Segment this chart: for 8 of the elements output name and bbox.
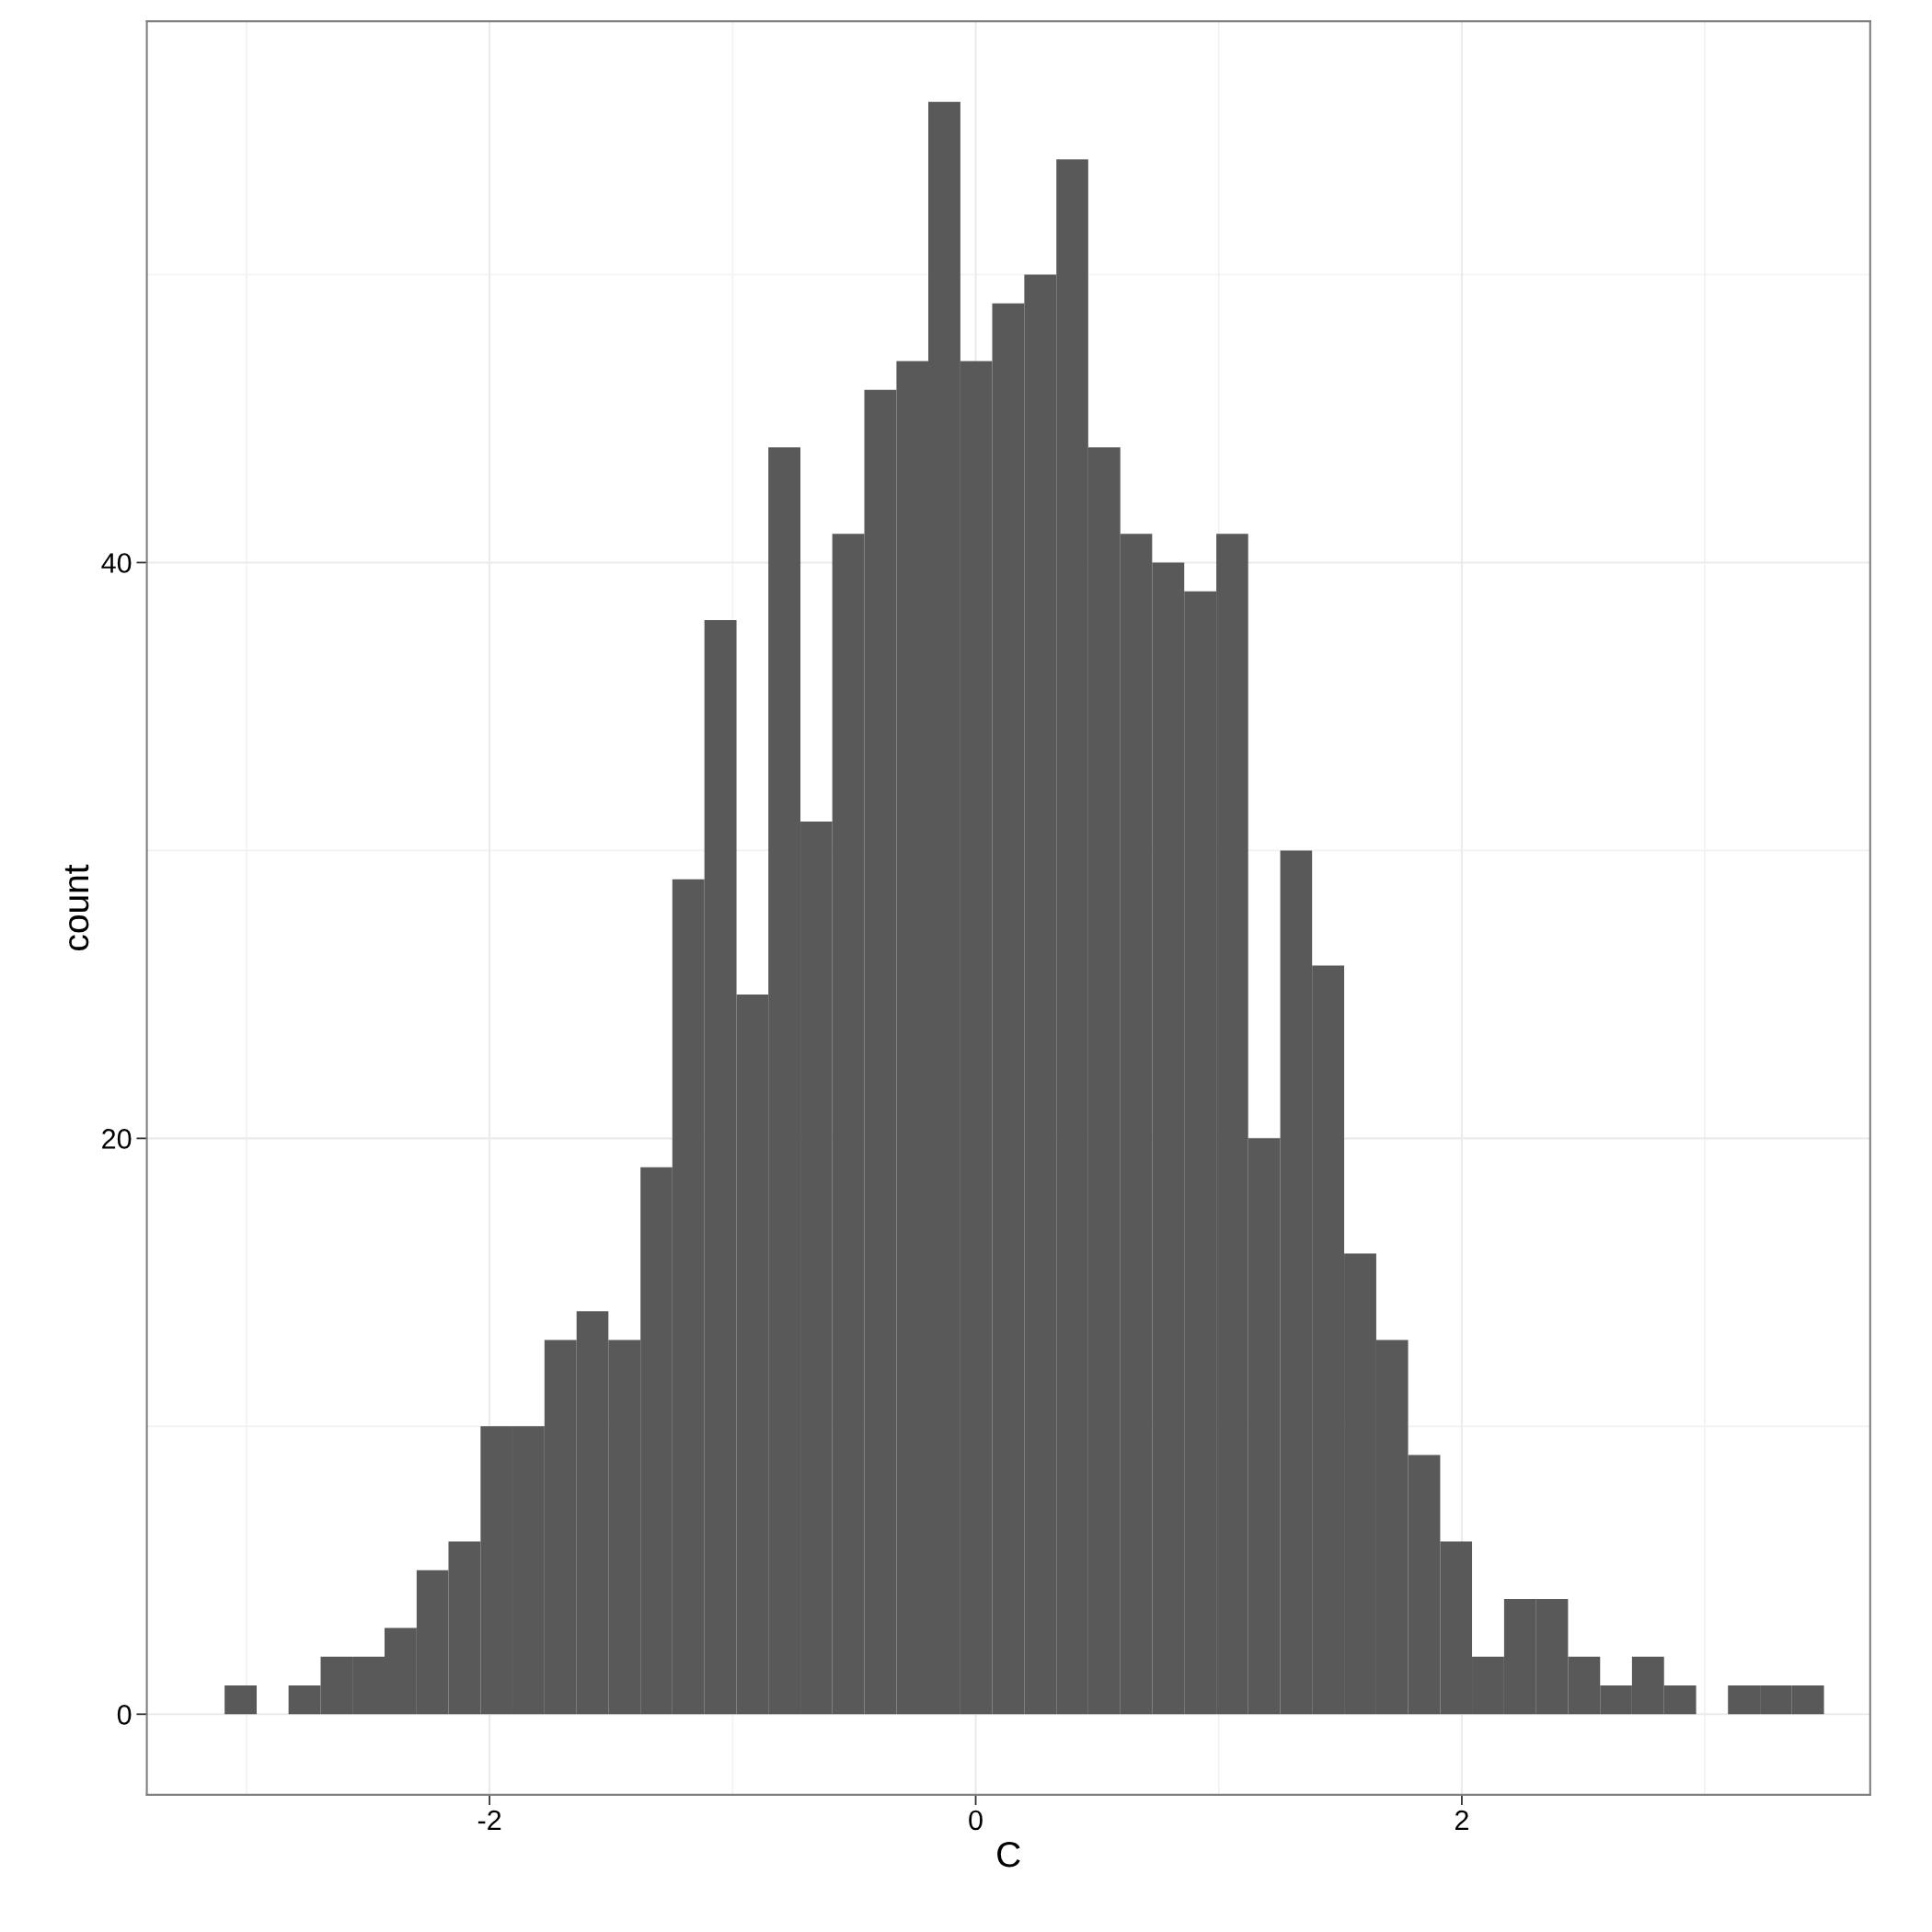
x-axis-title: C [997, 1841, 1020, 1868]
x-tick-label: 2 [1455, 1810, 1468, 1831]
x-tick-label: 0 [969, 1810, 983, 1831]
y-tick-label: 20 [102, 1129, 132, 1149]
y-tick-label: 40 [101, 553, 132, 573]
y-axis-title: count [64, 864, 89, 950]
y-tick-label: 0 [117, 1705, 132, 1725]
x-tick-label: -2 [477, 1810, 501, 1831]
